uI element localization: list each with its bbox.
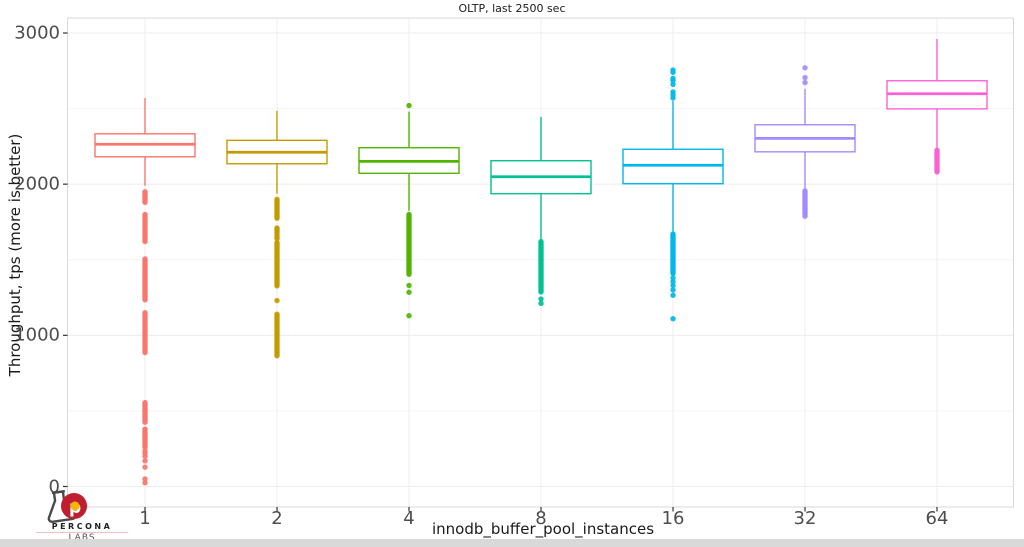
outlier-point [538,296,544,302]
box-group-64 [886,39,988,175]
outlier-point [142,458,148,464]
outlier-point [802,213,808,219]
outlier-point [670,275,676,281]
outlier-point [406,271,412,277]
outlier-point [274,297,280,304]
outlier-point [274,235,280,242]
x-tick-label: 32 [793,508,817,529]
x-tick-label: 64 [925,508,949,529]
outlier-point [406,289,412,295]
outlier-point [670,81,676,88]
outlier-point [274,283,280,289]
flask-icon: p [47,489,87,523]
box-group-2 [226,110,328,359]
outlier-point [802,74,808,81]
percona-labs-logo: p PERCONA LABS [30,489,170,545]
outlier-point [406,102,412,109]
outlier-point [670,282,676,289]
x-tick-label: 4 [403,508,415,529]
box-group-4 [358,102,460,319]
x-tick-label: 2 [271,508,283,529]
y-tick-label: 0 [48,476,60,497]
outlier-point [670,77,676,84]
outlier-point [142,444,148,450]
outlier-point [142,419,148,425]
window-bottom-edge [0,539,1024,547]
x-tick-label: 1 [139,508,151,529]
y-tick-label: 2000 [14,173,60,195]
outlier-point [670,69,676,76]
outlier-point [802,79,808,86]
outlier-point [142,453,148,459]
chart-title: OLTP, last 2500 sec [458,2,566,15]
outlier-point [274,353,280,359]
box-group-16 [622,67,724,322]
outlier-point [142,199,148,206]
labs-wordmark: LABS [68,533,96,543]
y-tick-label: 3000 [14,22,60,44]
outlier-point [802,65,808,71]
y-tick-label: 1000 [14,324,60,346]
outlier-point [670,278,676,285]
x-tick-label: 8 [535,508,547,529]
outlier-point [142,349,148,356]
x-tick-label: 16 [661,508,685,529]
outlier-point [406,282,412,289]
outlier-point [142,476,148,482]
outlier-point [538,300,544,306]
box-group-8 [490,116,592,306]
box-group-32 [754,65,856,219]
outlier-point [406,312,412,319]
outlier-point [670,95,676,101]
outlier-point [670,270,676,277]
outlier-point [934,169,940,175]
outlier-point [670,287,676,293]
outlier-point [670,292,676,298]
outlier-point [274,215,280,221]
outlier-point [142,238,148,245]
outlier-point [670,316,676,322]
outlier-point [142,464,148,470]
percona-wordmark: PERCONA [36,522,128,533]
percona-gold-dot [70,501,80,511]
box-group-1 [94,98,196,486]
outlier-point [538,289,544,295]
outlier-point [142,480,148,486]
outlier-point [142,297,148,303]
x-axis-title: innodb_buffer_pool_instances [431,520,655,538]
